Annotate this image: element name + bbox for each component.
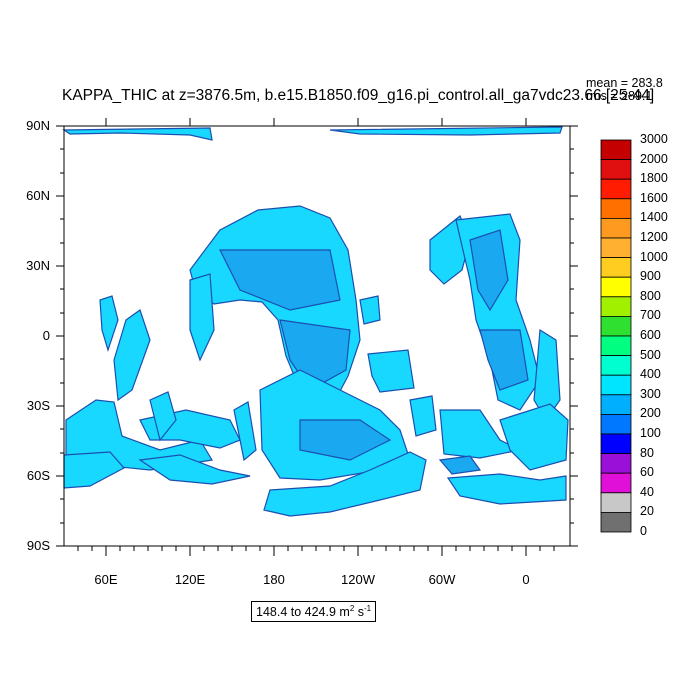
colorbar-level-label: 300 <box>640 386 661 401</box>
range-annotation: 148.4 to 424.9 m2 s-1 <box>251 601 377 623</box>
colorbar-swatch <box>600 512 632 533</box>
colorbar-level-label: 1600 <box>640 190 668 205</box>
colorbar-swatch <box>600 433 632 455</box>
land-ocean-field <box>62 126 569 517</box>
x-tick-180: 180 <box>263 572 285 587</box>
colorbar-swatch <box>600 492 632 513</box>
y-tick-30n: 30N <box>26 258 50 273</box>
y-tick-0: 0 <box>42 328 50 343</box>
x-tick-120w: 120W <box>341 572 375 587</box>
colorbar-swatch <box>600 335 632 357</box>
range-unit-exp1: 2 <box>349 604 355 613</box>
colorbar-level-label: 60 <box>640 465 654 480</box>
range-text: 148.4 to 424.9 m <box>256 605 350 620</box>
y-tick-60s: 60S <box>26 468 50 483</box>
x-tick-0: 0 <box>522 572 530 587</box>
colorbar-level-label: 1000 <box>640 249 668 264</box>
colorbar-swatch <box>600 217 632 239</box>
colorbar-level-label: 2000 <box>640 151 668 166</box>
plot-title: KAPPA_THIC at z=3876.5m, b.e15.B1850.f09… <box>62 87 655 104</box>
x-tick-120e: 120E <box>174 572 206 587</box>
y-tick-90n: 90N <box>26 118 50 133</box>
rms-stat: rms = 289.1 <box>586 89 653 103</box>
colorbar-level-label: 600 <box>640 328 661 342</box>
x-tick-60e: 60E <box>94 572 118 587</box>
colorbar-swatch <box>600 413 632 435</box>
colorbar-swatch <box>600 394 632 415</box>
colorbar-swatch <box>600 257 632 278</box>
colorbar-swatch <box>600 159 632 180</box>
colorbar-level-label: 1200 <box>640 230 668 244</box>
y-tick-60n: 60N <box>26 188 50 203</box>
x-tick-60w: 60W <box>428 572 456 587</box>
colorbar-swatch <box>600 276 632 298</box>
colorbar-level-label: 200 <box>640 406 661 421</box>
colorbar-swatch <box>600 355 632 376</box>
colorbar-level-label: 100 <box>640 426 661 440</box>
range-unit-exp2: -1 <box>364 604 372 613</box>
colorbar-swatch <box>600 178 632 200</box>
colorbar-level-label: 20 <box>640 504 654 519</box>
y-tick-30s: 30S <box>26 398 50 413</box>
colorbar-level-label: 400 <box>640 367 661 382</box>
colorbar-swatch <box>600 453 632 474</box>
colorbar-level-label: 500 <box>640 347 661 362</box>
colorbar-level-label: 700 <box>640 308 661 323</box>
colorbar-swatch <box>600 472 632 494</box>
mean-stat: mean = 283.8 <box>586 76 663 90</box>
colorbar-swatch <box>600 139 632 161</box>
range-unit-s: s <box>354 605 365 620</box>
colorbar <box>600 139 632 533</box>
colorbar-level-label: 1400 <box>640 210 668 225</box>
colorbar-level-label: 1800 <box>640 171 668 186</box>
colorbar-swatch <box>600 296 632 317</box>
colorbar-level-label: 40 <box>640 484 654 499</box>
y-tick-90s: 90S <box>26 538 50 553</box>
colorbar-swatch <box>600 374 632 396</box>
colorbar-swatch <box>600 237 632 259</box>
colorbar-level-label: 0 <box>640 524 647 538</box>
colorbar-level-label: 3000 <box>640 132 668 146</box>
colorbar-level-label: 900 <box>640 269 661 284</box>
colorbar-swatch <box>600 198 632 219</box>
colorbar-swatch <box>600 315 632 337</box>
colorbar-level-label: 80 <box>640 445 654 460</box>
colorbar-level-label: 800 <box>640 288 661 303</box>
axis-ticks <box>56 118 578 556</box>
